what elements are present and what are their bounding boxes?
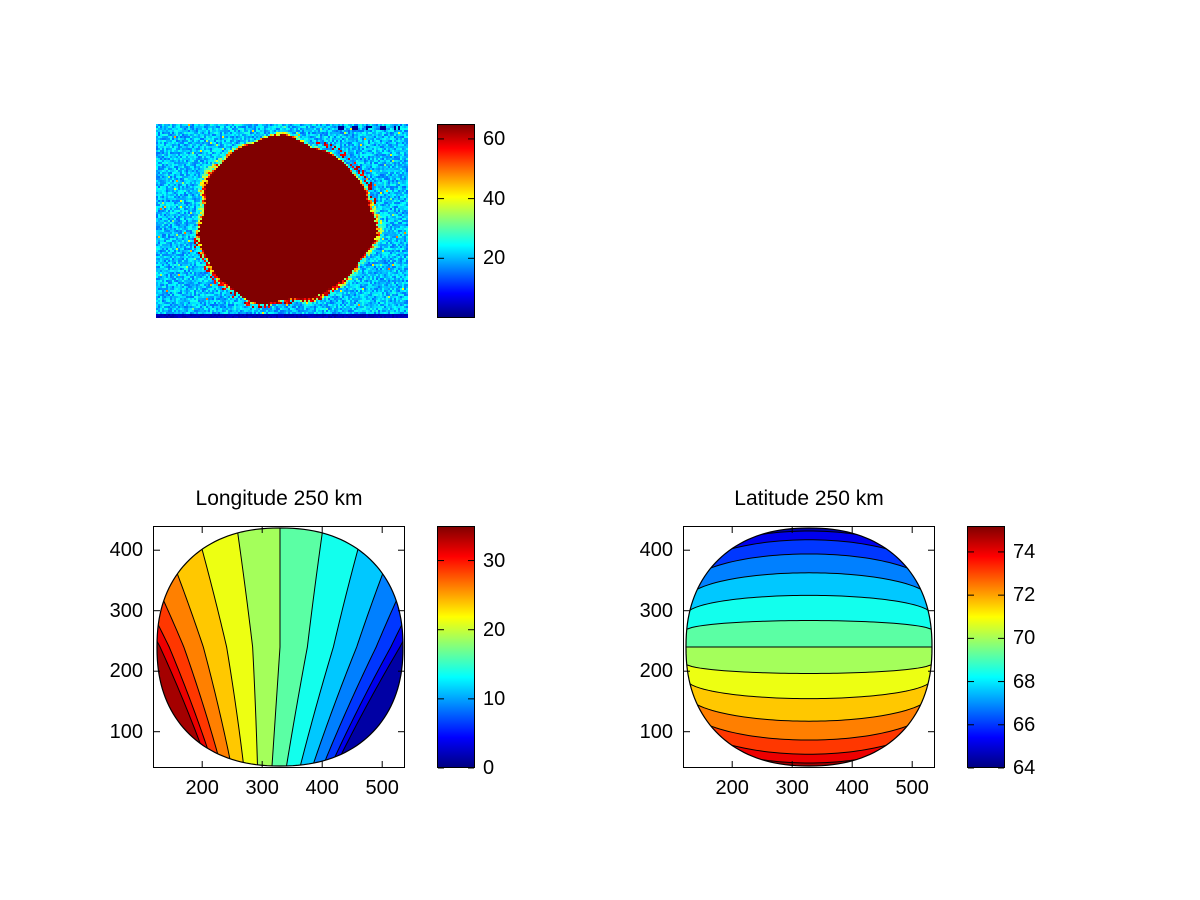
latitude-contour-bands: [686, 528, 932, 766]
latitude-axes: [683, 526, 935, 768]
contour-line: [686, 662, 932, 674]
longitude-contour-bands: [157, 528, 403, 766]
contour-line: [157, 528, 220, 766]
contour-line: [686, 572, 932, 602]
image-colorbar-tick-label: 40: [483, 187, 506, 210]
longitude-y-tick-label: 300: [109, 599, 143, 622]
longitude-colorbar: [437, 526, 475, 769]
longitude-frame: [153, 526, 405, 768]
longitude-colorbar-svg: [437, 526, 475, 769]
contour-line: [315, 528, 403, 766]
longitude-plot-title: Longitude 250 km: [195, 487, 363, 510]
contour-line: [322, 528, 403, 766]
contour-line: [157, 528, 227, 766]
contour-line: [326, 528, 403, 766]
contour-line: [686, 620, 932, 632]
latitude-x-tick-label: 300: [775, 777, 809, 799]
contour-band: [306, 528, 403, 766]
image-colorbar-svg: [437, 124, 475, 318]
image-colorbar-tick-label: 60: [483, 127, 506, 150]
latitude-colorbar-tick-label: 74: [1013, 540, 1036, 563]
longitude-x-tick-label: 300: [245, 777, 279, 799]
longitude-colorbar-tick-label: 0: [483, 757, 495, 779]
latitude-plot-title: Latitude 250 km: [734, 487, 884, 510]
latitude-colorbar-tick-label: 72: [1013, 584, 1036, 607]
longitude-svg: [153, 526, 405, 768]
latitude-y-tick-label: 100: [639, 720, 673, 743]
contour-line: [686, 692, 932, 722]
contour-line: [233, 528, 259, 766]
longitude-x-tick-label: 200: [185, 777, 219, 799]
latitude-colorbar-tick-label: 64: [1013, 757, 1036, 779]
longitude-axes: [153, 526, 405, 768]
latitude-y-tick-label: 300: [639, 599, 673, 622]
image-colorbar-gradient: [437, 124, 475, 318]
latitude-x-tick-label: 400: [835, 777, 869, 799]
contour-line: [157, 528, 216, 766]
longitude-x-tick-label: 500: [365, 777, 399, 799]
contour-line: [295, 528, 370, 766]
contour-line: [686, 594, 932, 616]
latitude-x-tick-label: 500: [895, 777, 929, 799]
contour-line: [686, 704, 932, 741]
contour-line: [270, 528, 281, 766]
latitude-colorbar-tick-label: 68: [1013, 670, 1036, 693]
contour-line: [283, 528, 327, 766]
latitude-colorbar: [967, 526, 1005, 769]
longitude-colorbar-tick-label: 10: [483, 687, 506, 710]
contour-line: [686, 678, 932, 700]
longitude-y-tick-label: 100: [109, 720, 143, 743]
longitude-colorbar-tick-label: 30: [483, 549, 506, 572]
latitude-colorbar-gradient: [967, 526, 1005, 768]
longitude-x-tick-label: 400: [305, 777, 339, 799]
latitude-x-tick-label: 200: [715, 777, 749, 799]
longitude-colorbar-gradient: [437, 526, 475, 768]
contour-line: [686, 553, 932, 590]
latitude-colorbar-tick-label: 70: [1013, 627, 1036, 650]
longitude-colorbar-tick-label: 20: [483, 618, 506, 641]
contour-line: [190, 528, 247, 766]
latitude-svg: [683, 526, 935, 768]
disk-image: [156, 124, 408, 318]
disk-outline: [156, 527, 404, 767]
longitude-y-tick-label: 400: [109, 539, 143, 562]
latitude-colorbar-tick-label: 66: [1013, 713, 1036, 736]
latitude-y-tick-label: 200: [639, 660, 673, 683]
latitude-colorbar-svg: [967, 526, 1005, 769]
image-colorbar-tick-label: 20: [483, 247, 506, 270]
longitude-y-tick-label: 200: [109, 660, 143, 683]
latitude-frame: [683, 526, 935, 768]
disk-outline: [685, 527, 933, 767]
image-colorbar: [437, 124, 475, 318]
latitude-y-tick-label: 400: [639, 539, 673, 562]
